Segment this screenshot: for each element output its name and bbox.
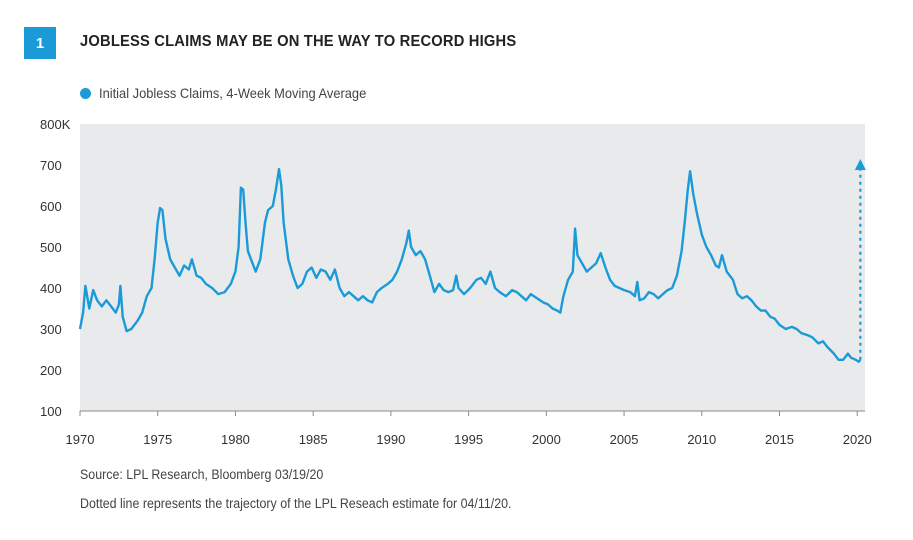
x-tick-label: 1970 — [66, 432, 95, 447]
y-tick-label: 700 — [40, 158, 62, 173]
x-tick-label: 1990 — [376, 432, 405, 447]
legend-marker — [80, 87, 91, 99]
plot-area — [80, 124, 865, 411]
legend: Initial Jobless Claims, 4-Week Moving Av… — [80, 85, 390, 101]
x-tick-label: 1980 — [221, 432, 250, 447]
y-tick-label: 600 — [40, 199, 62, 214]
legend-label: Initial Jobless Claims, 4-Week Moving Av… — [99, 85, 367, 101]
x-axis: 1970 1975 1980 1985 1990 1995 2000 2005 2010 2015… — [66, 411, 872, 447]
x-tick-label: 2010 — [687, 432, 716, 447]
y-axis: 100 200 300 400 500 600 700 800K — [40, 117, 71, 419]
y-tick-label: 200 — [40, 363, 62, 378]
x-tick-label: 2015 — [765, 432, 794, 447]
source-note: Source: LPL Research, Bloomberg 03/19/20 — [80, 467, 324, 482]
series-layer — [78, 158, 866, 363]
chart-title: JOBLESS CLAIMS MAY BE ON THE WAY TO RECO… — [80, 33, 517, 50]
y-tick-label: 400 — [40, 281, 62, 296]
x-tick-label: 1975 — [143, 432, 172, 447]
footnote: Dotted line represents the trajectory of… — [80, 496, 512, 511]
x-tick-label: 1985 — [299, 432, 328, 447]
x-tick-label: 1995 — [454, 432, 483, 447]
series-line-jobless-claims — [78, 167, 862, 363]
x-tick-label: 2020 — [843, 432, 872, 447]
y-tick-label: 300 — [40, 322, 62, 337]
x-tick-label: 2005 — [610, 432, 639, 447]
x-tick-label: 2000 — [532, 432, 561, 447]
y-tick-label: 100 — [40, 404, 62, 419]
projection-arrowhead — [854, 158, 866, 170]
y-tick-label: 500 — [40, 240, 62, 255]
y-tick-label: 800K — [40, 117, 71, 132]
figure-number-badge: 1 — [24, 27, 56, 59]
